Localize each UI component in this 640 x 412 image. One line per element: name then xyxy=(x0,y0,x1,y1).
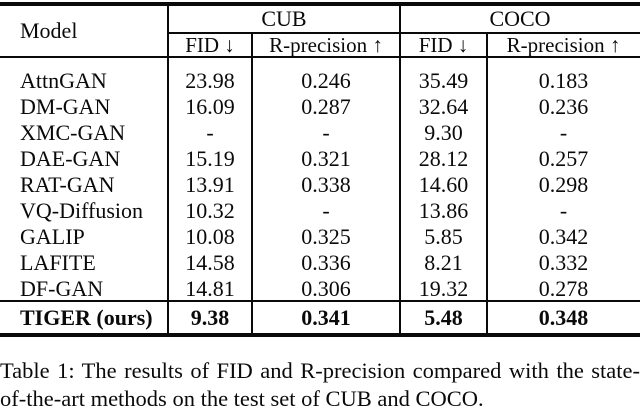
table-row: RAT-GAN 13.91 0.338 14.60 0.298 xyxy=(0,172,640,198)
cub-fid-cell: 10.08 xyxy=(168,224,252,250)
table-row: DAE-GAN 15.19 0.321 28.12 0.257 xyxy=(0,146,640,172)
highlight-row-tiger: TIGER (ours) 9.38 0.341 5.48 0.348 xyxy=(0,302,640,333)
table-row: LAFITE 14.58 0.336 8.21 0.332 xyxy=(0,250,640,276)
cub-rprecision-cell: 0.321 xyxy=(252,146,400,172)
cub-rprecision-cell: 0.325 xyxy=(252,224,400,250)
table-bottom-rule xyxy=(0,333,640,337)
table-row: AttnGAN 23.98 0.246 35.49 0.183 xyxy=(0,68,640,94)
column-header-cub-rprecision: R-precision ↑ xyxy=(252,34,400,56)
table-body: AttnGAN 23.98 0.246 35.49 0.183 DM-GAN 1… xyxy=(0,58,640,300)
cub-fid-cell: 10.32 xyxy=(168,198,252,224)
cub-rprecision-cell: 0.341 xyxy=(252,305,400,331)
model-name-cell: DAE-GAN xyxy=(0,146,168,172)
cub-fid-cell: 13.91 xyxy=(168,172,252,198)
table-row: GALIP 10.08 0.325 5.85 0.342 xyxy=(0,224,640,250)
cub-fid-cell: 14.58 xyxy=(168,250,252,276)
model-name-cell: DM-GAN xyxy=(0,94,168,120)
coco-rprecision-cell: 0.257 xyxy=(487,146,640,172)
model-name-cell: LAFITE xyxy=(0,250,168,276)
group-header-cub: CUB xyxy=(168,6,400,32)
coco-fid-cell: 32.64 xyxy=(400,94,487,120)
table-caption: Table 1: The results of FID and R-precis… xyxy=(0,357,640,412)
coco-fid-cell: 19.32 xyxy=(400,276,487,302)
cub-rprecision-cell: 0.338 xyxy=(252,172,400,198)
coco-rprecision-cell: - xyxy=(487,198,640,224)
coco-rprecision-cell: 0.278 xyxy=(487,276,640,302)
cub-rprecision-cell: - xyxy=(252,198,400,224)
column-header-model: Model xyxy=(20,6,77,56)
column-header-cub-fid: FID ↓ xyxy=(168,34,252,56)
model-name-cell: RAT-GAN xyxy=(0,172,168,198)
coco-fid-cell: 5.85 xyxy=(400,224,487,250)
model-name-cell: GALIP xyxy=(0,224,168,250)
model-name-cell: AttnGAN xyxy=(0,68,168,94)
cub-fid-cell: 23.98 xyxy=(168,68,252,94)
coco-fid-cell: 35.49 xyxy=(400,68,487,94)
coco-rprecision-cell: 0.298 xyxy=(487,172,640,198)
caption-line-1: Table 1: The results of FID and R-precis… xyxy=(0,357,640,385)
coco-fid-cell: 13.86 xyxy=(400,198,487,224)
table-row: VQ-Diffusion 10.32 - 13.86 - xyxy=(0,198,640,224)
coco-rprecision-cell: 0.332 xyxy=(487,250,640,276)
coco-rprecision-cell: - xyxy=(487,120,640,146)
coco-fid-cell: 14.60 xyxy=(400,172,487,198)
cub-fid-cell: 16.09 xyxy=(168,94,252,120)
cub-fid-cell: - xyxy=(168,120,252,146)
coco-rprecision-cell: 0.348 xyxy=(487,305,640,331)
model-name-cell: XMC-GAN xyxy=(0,120,168,146)
cub-rprecision-cell: 0.336 xyxy=(252,250,400,276)
coco-fid-cell: 9.30 xyxy=(400,120,487,146)
coco-rprecision-cell: 0.236 xyxy=(487,94,640,120)
model-name-cell: VQ-Diffusion xyxy=(0,198,168,224)
group-header-coco: COCO xyxy=(400,6,640,32)
coco-fid-cell: 28.12 xyxy=(400,146,487,172)
table-row: DF-GAN 14.81 0.306 19.32 0.278 xyxy=(0,276,640,302)
coco-fid-cell: 8.21 xyxy=(400,250,487,276)
caption-line-2: of-the-art methods on the test set of CU… xyxy=(0,385,640,412)
cub-rprecision-cell: 0.287 xyxy=(252,94,400,120)
coco-rprecision-cell: 0.342 xyxy=(487,224,640,250)
table-row: DM-GAN 16.09 0.287 32.64 0.236 xyxy=(0,94,640,120)
column-header-coco-rprecision: R-precision ↑ xyxy=(487,34,640,56)
cub-rprecision-cell: 0.306 xyxy=(252,276,400,302)
results-table: Model CUB COCO FID ↓ R-precision ↑ FID ↓… xyxy=(0,2,640,337)
model-name-cell: DF-GAN xyxy=(0,276,168,302)
table-row: XMC-GAN - - 9.30 - xyxy=(0,120,640,146)
coco-rprecision-cell: 0.183 xyxy=(487,68,640,94)
column-header-coco-fid: FID ↓ xyxy=(400,34,487,56)
cub-fid-cell: 14.81 xyxy=(168,276,252,302)
cub-fid-cell: 15.19 xyxy=(168,146,252,172)
cub-fid-cell: 9.38 xyxy=(168,305,252,331)
model-name-cell: TIGER (ours) xyxy=(0,305,168,331)
cub-rprecision-cell: 0.246 xyxy=(252,68,400,94)
coco-fid-cell: 5.48 xyxy=(400,305,487,331)
cub-rprecision-cell: - xyxy=(252,120,400,146)
